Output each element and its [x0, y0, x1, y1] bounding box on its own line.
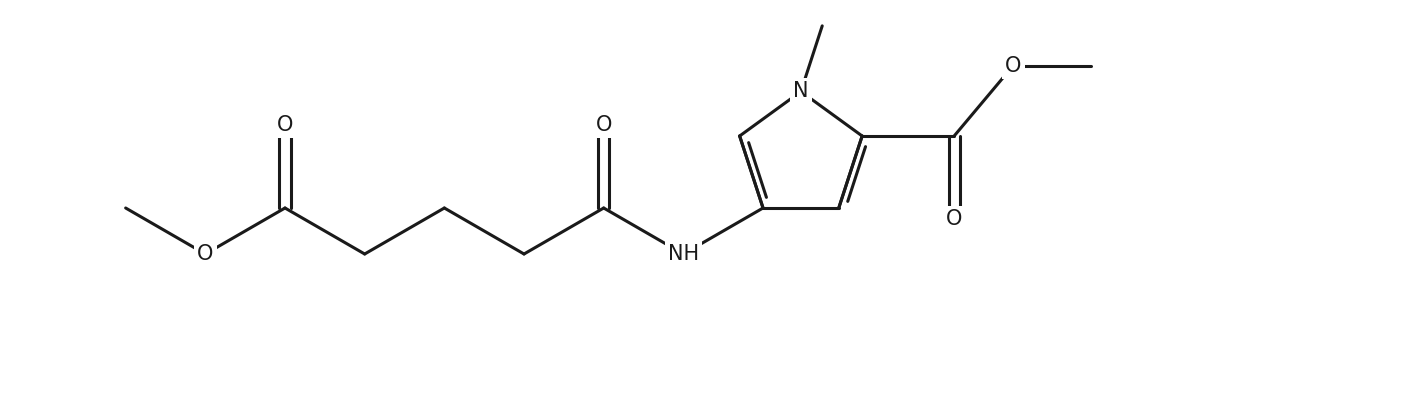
Text: O: O — [946, 209, 962, 229]
Text: O: O — [277, 115, 293, 135]
Text: O: O — [1005, 55, 1022, 76]
Text: O: O — [595, 115, 612, 135]
Text: N: N — [793, 82, 809, 101]
Text: NH: NH — [668, 244, 699, 264]
Text: O: O — [197, 244, 213, 264]
